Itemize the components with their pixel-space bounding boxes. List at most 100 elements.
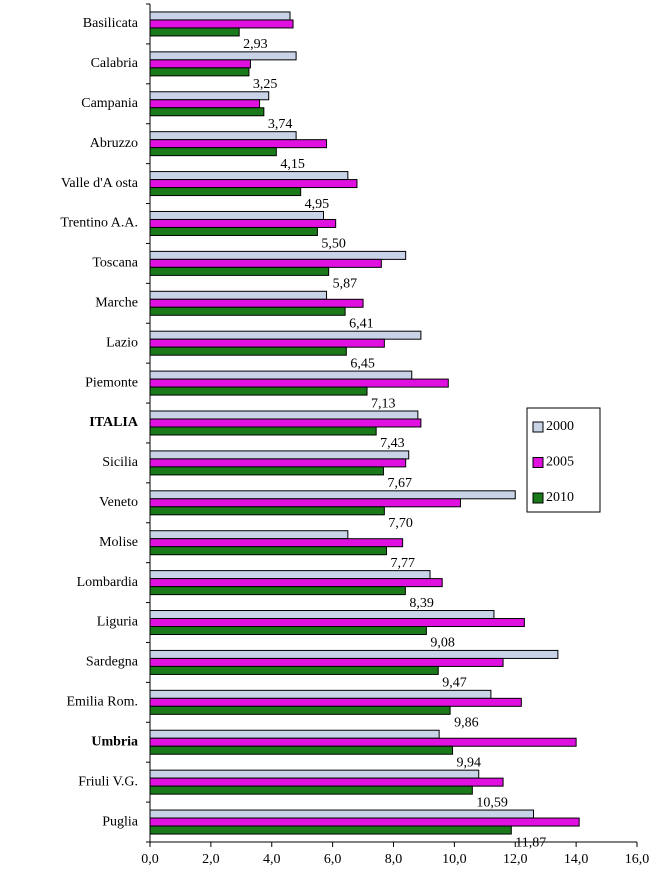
bar	[149, 426, 377, 436]
data-label: 6,41	[349, 317, 374, 332]
bar	[149, 59, 251, 69]
bar	[149, 665, 439, 675]
data-label: 2,93	[243, 37, 268, 52]
y-tick-label: Lazio	[106, 335, 138, 350]
bar	[149, 610, 495, 620]
data-label: 9,47	[442, 676, 467, 691]
y-tick-label: Emilia Rom.	[66, 695, 138, 710]
x-tick-label: 12,0	[503, 852, 528, 867]
data-label: 7,70	[388, 516, 413, 531]
bar	[149, 378, 449, 388]
bar	[149, 546, 387, 556]
bar	[149, 218, 337, 228]
bar	[149, 657, 504, 667]
x-tick-label: 16,0	[625, 852, 650, 867]
y-tick-label: Friuli V.G.	[78, 774, 138, 789]
y-tick-label: Marche	[95, 296, 138, 311]
bar	[149, 386, 368, 396]
bar	[149, 697, 522, 707]
bar	[149, 171, 349, 181]
bar	[149, 785, 473, 795]
bar	[149, 737, 577, 747]
y-tick-label: Umbria	[91, 734, 138, 749]
bar	[149, 210, 324, 220]
bar	[149, 466, 384, 476]
bar	[149, 298, 364, 308]
y-tick-label: ITALIA	[89, 415, 139, 430]
bar	[149, 27, 240, 37]
data-label: 5,50	[321, 237, 346, 252]
x-tick-label: 10,0	[442, 852, 467, 867]
data-label: 3,74	[268, 117, 293, 132]
y-tick-label: Toscana	[92, 256, 138, 271]
legend-swatch	[532, 421, 544, 433]
bar	[149, 450, 410, 460]
bar	[149, 338, 385, 348]
data-label: 5,87	[333, 277, 358, 292]
x-tick-label: 0,0	[141, 852, 159, 867]
bar	[149, 139, 328, 149]
x-tick-label: 8,0	[385, 852, 403, 867]
bar	[149, 330, 422, 340]
bar	[149, 266, 330, 276]
bar	[149, 538, 404, 548]
legend-swatch	[532, 492, 544, 504]
bar	[149, 346, 347, 356]
bar	[149, 825, 512, 835]
bar	[149, 67, 250, 77]
bar	[149, 578, 443, 588]
data-label: 6,45	[350, 356, 375, 371]
x-tick-label: 6,0	[324, 852, 342, 867]
data-label: 7,67	[387, 476, 412, 491]
y-tick-label: Liguria	[97, 615, 139, 630]
bar	[149, 769, 480, 779]
y-tick-label: Valle d'A osta	[61, 176, 139, 191]
bar	[149, 777, 504, 787]
y-tick-label: Lombardia	[77, 575, 139, 590]
bar	[149, 51, 297, 61]
bar	[149, 410, 419, 420]
bar	[149, 187, 302, 197]
y-tick-label: Molise	[99, 535, 138, 550]
data-label: 10,59	[476, 795, 508, 810]
y-tick-label: Puglia	[102, 814, 139, 829]
bar	[149, 649, 559, 659]
y-tick-label: Sardegna	[86, 655, 139, 670]
bar	[149, 705, 451, 715]
bar	[149, 131, 297, 141]
data-label: 4,15	[280, 157, 305, 172]
legend-label: 2010	[546, 490, 574, 505]
y-tick-label: Veneto	[99, 495, 138, 510]
bar	[149, 91, 270, 101]
data-label: 8,39	[409, 596, 434, 611]
x-tick-label: 4,0	[263, 852, 281, 867]
y-tick-label: Trentino A.A.	[60, 216, 138, 231]
bar	[149, 250, 407, 260]
bar	[149, 107, 265, 117]
data-label: 7,77	[390, 556, 415, 571]
data-label: 7,13	[371, 396, 396, 411]
bar	[149, 490, 516, 500]
legend-label: 2000	[546, 419, 574, 434]
bar	[149, 147, 277, 157]
bar	[149, 626, 427, 636]
data-label: 9,86	[454, 716, 479, 731]
data-label: 3,25	[253, 77, 278, 92]
bar	[149, 570, 431, 580]
y-tick-label: Calabria	[91, 56, 139, 71]
y-tick-label: Basilicata	[83, 16, 139, 31]
bar	[149, 418, 422, 428]
bar	[149, 809, 535, 819]
data-label: 11,87	[515, 835, 546, 850]
y-tick-label: Sicilia	[102, 455, 139, 470]
bar	[149, 179, 358, 189]
bar	[149, 506, 385, 516]
bar	[149, 729, 440, 739]
bar	[149, 745, 454, 755]
bar	[149, 586, 406, 596]
bar	[149, 306, 346, 316]
bar	[149, 258, 382, 268]
bar	[149, 226, 318, 236]
bar	[149, 11, 291, 21]
